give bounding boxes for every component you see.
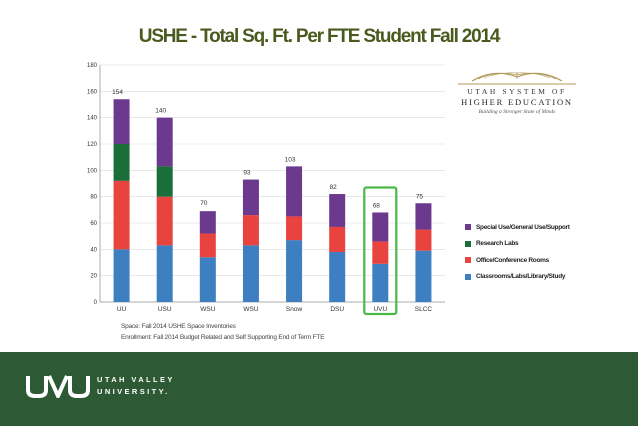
legend-swatch-classrooms xyxy=(465,273,471,280)
ushe-line1: UTAH SYSTEM OF xyxy=(467,87,567,96)
x-tick-label: SLCC xyxy=(415,306,433,313)
x-tick-label: Snow xyxy=(286,306,303,313)
legend-label-office: Office/Conference Rooms xyxy=(476,256,549,264)
source-notes: Space: Fall 2014 USHE Space Inventories … xyxy=(121,321,325,343)
highlight-box xyxy=(363,186,398,316)
bar-segment xyxy=(113,99,130,144)
legend-label-special: Special Use/General Use/Support xyxy=(476,223,570,231)
y-tick-label: 20 xyxy=(90,274,97,280)
bar-segment xyxy=(156,117,173,167)
y-tick-label: 0 xyxy=(94,300,98,306)
bar-segment xyxy=(156,166,173,197)
y-tick-label: 160 xyxy=(87,89,98,95)
y-tick-label: 100 xyxy=(87,168,98,174)
y-tick-label: 60 xyxy=(90,221,97,227)
y-tick-label: 80 xyxy=(90,195,97,201)
data-label: 140 xyxy=(155,108,166,115)
bar-segment xyxy=(372,241,389,264)
legend-label-classrooms: Classrooms/Labs/Library/Study xyxy=(476,273,566,281)
bar-segment xyxy=(286,216,303,241)
bar-segment xyxy=(199,211,216,234)
legend-swatch-research xyxy=(465,240,471,247)
legend-item-classrooms: Classrooms/Labs/Library/Study xyxy=(465,269,570,286)
data-label: 70 xyxy=(200,200,208,207)
highlight-box-group xyxy=(363,186,398,316)
legend-swatch-office xyxy=(465,257,471,264)
legend-item-research: Research Labs xyxy=(465,236,570,253)
data-label: 75 xyxy=(416,193,424,200)
x-tick-label: UVU xyxy=(373,306,387,313)
x-tick-labels: UU USU WSU WSU Snow DSU UVU SLCC xyxy=(117,306,433,313)
chart-title: USHE - Total Sq. Ft. Per FTE Student Fal… xyxy=(138,26,501,47)
bar-segment xyxy=(113,249,130,302)
data-label: 93 xyxy=(243,170,251,177)
x-tick-label: WSU xyxy=(243,306,258,313)
x-tick-label: DSU xyxy=(330,306,344,313)
x-tick-label: WSU xyxy=(200,306,215,313)
bar-segment xyxy=(286,166,303,217)
uvu-logo-mark xyxy=(26,375,90,398)
ushe-tagline: Building a Stronger State of Minds xyxy=(478,109,556,115)
y-tick-label: 140 xyxy=(87,116,98,122)
data-labels: 154 140 70 93 103 82 68 75 xyxy=(112,89,423,209)
bar-segment xyxy=(113,180,130,250)
bar-segment xyxy=(329,251,346,302)
bar-segment xyxy=(242,215,259,246)
bar-segment xyxy=(329,194,346,227)
y-tick-labels: 0 20 40 60 80 100 120 140 160 180 xyxy=(87,63,98,306)
legend-swatch-special xyxy=(465,224,471,231)
uvu-wordmark: UTAH VALLEY UNIVERSITY. xyxy=(97,374,175,398)
ushe-logo: UTAH SYSTEM OF HIGHER EDUCATION Building… xyxy=(452,64,582,124)
bar-segment xyxy=(199,257,216,302)
legend: Special Use/General Use/Support Research… xyxy=(465,219,570,285)
bar-segment xyxy=(415,250,432,302)
data-label: 103 xyxy=(285,156,296,163)
uvu-wordmark-line1: UTAH VALLEY xyxy=(97,375,175,384)
bar-segment xyxy=(242,179,259,216)
bar-segment xyxy=(415,229,432,251)
x-tick-label: UU xyxy=(117,306,127,313)
bar-segment xyxy=(415,203,432,230)
source-note-enrollment: Enrollment: Fall 2014 Budget Related and… xyxy=(121,334,325,341)
x-tick-label: USU xyxy=(158,306,172,313)
data-label: 154 xyxy=(112,89,123,96)
y-tick-label: 40 xyxy=(90,247,97,253)
legend-item-office: Office/Conference Rooms xyxy=(465,252,570,269)
bar-segment xyxy=(156,245,173,302)
bar-segment xyxy=(372,263,389,302)
data-label: 82 xyxy=(330,184,338,191)
gridlines xyxy=(100,64,445,303)
bar-segment xyxy=(329,226,346,252)
uvu-wordmark-line2: UNIVERSITY. xyxy=(97,387,170,396)
bar-segment xyxy=(156,196,173,246)
axes xyxy=(99,65,445,303)
data-label: 68 xyxy=(373,202,381,209)
source-note-space: Space: Fall 2014 USHE Space Inventories xyxy=(121,323,236,330)
bars xyxy=(113,99,432,302)
bar-segment xyxy=(286,240,303,302)
ushe-line2: HIGHER EDUCATION xyxy=(461,97,573,107)
y-tick-label: 120 xyxy=(87,142,98,148)
footer-bar: UTAH VALLEY UNIVERSITY. xyxy=(0,352,638,426)
stacked-bar-chart: 0 20 40 60 80 100 120 140 160 180 154 140 70 93 103 82… xyxy=(87,63,445,316)
bar-segment xyxy=(242,245,259,302)
bar-segment xyxy=(113,144,130,181)
bar-segment xyxy=(372,212,389,242)
y-tick-label: 180 xyxy=(87,63,98,69)
bar-segment xyxy=(199,233,216,258)
open-book-icon xyxy=(458,72,576,85)
legend-item-special: Special Use/General Use/Support xyxy=(465,219,570,236)
legend-label-research: Research Labs xyxy=(476,240,519,248)
